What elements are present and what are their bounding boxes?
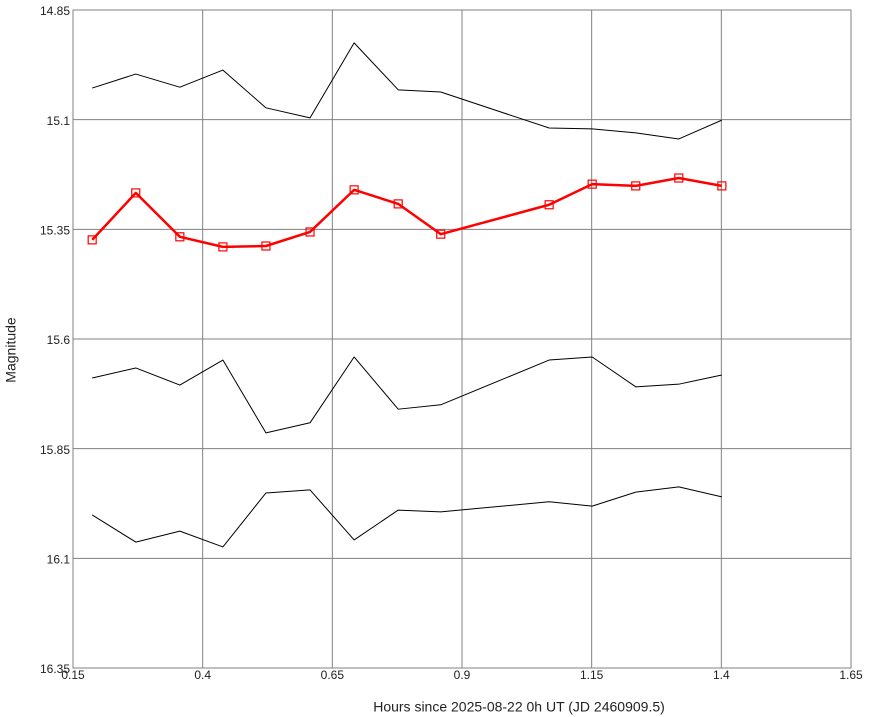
point-marker (393, 199, 403, 209)
y-tick-label: 15.85 (40, 443, 70, 457)
x-tick-label: 0.65 (321, 668, 345, 682)
x-tick-label: 0.15 (61, 668, 85, 682)
point-marker (131, 188, 141, 198)
x-axis-title: Hours since 2025-08-22 0h UT (JD 2460909… (373, 699, 665, 715)
point-marker (349, 185, 359, 195)
x-tick-label: 1.4 (713, 668, 730, 682)
y-tick-label: 15.35 (40, 224, 70, 238)
point-marker (587, 179, 597, 189)
x-tick-label: 0.4 (194, 668, 211, 682)
point-marker (674, 173, 684, 183)
series-line (91, 486, 722, 548)
point-marker (261, 241, 271, 251)
point-marker (544, 200, 554, 210)
point-marker (175, 232, 185, 242)
y-tick-label: 15.6 (47, 333, 71, 347)
y-tick-label: 14.85 (40, 4, 70, 18)
series-line (91, 176, 723, 249)
series-line (92, 356, 722, 434)
point-marker (218, 242, 228, 252)
y-tick-label: 16.1 (47, 553, 71, 567)
x-tick-label: 0.9 (454, 668, 471, 682)
point-marker (717, 181, 727, 191)
series-line (92, 42, 723, 140)
y-axis-title: Magnitude (3, 317, 19, 383)
x-tick-label: 1.15 (580, 668, 604, 682)
x-tick-label: 1.65 (839, 668, 863, 682)
point-marker (631, 181, 641, 191)
point-marker (87, 235, 97, 245)
y-tick-label: 15.1 (47, 114, 71, 128)
plot-frame (72, 9, 852, 669)
y-tick-label: 16.35 (40, 662, 70, 676)
point-marker (436, 229, 446, 239)
point-marker (305, 227, 315, 237)
